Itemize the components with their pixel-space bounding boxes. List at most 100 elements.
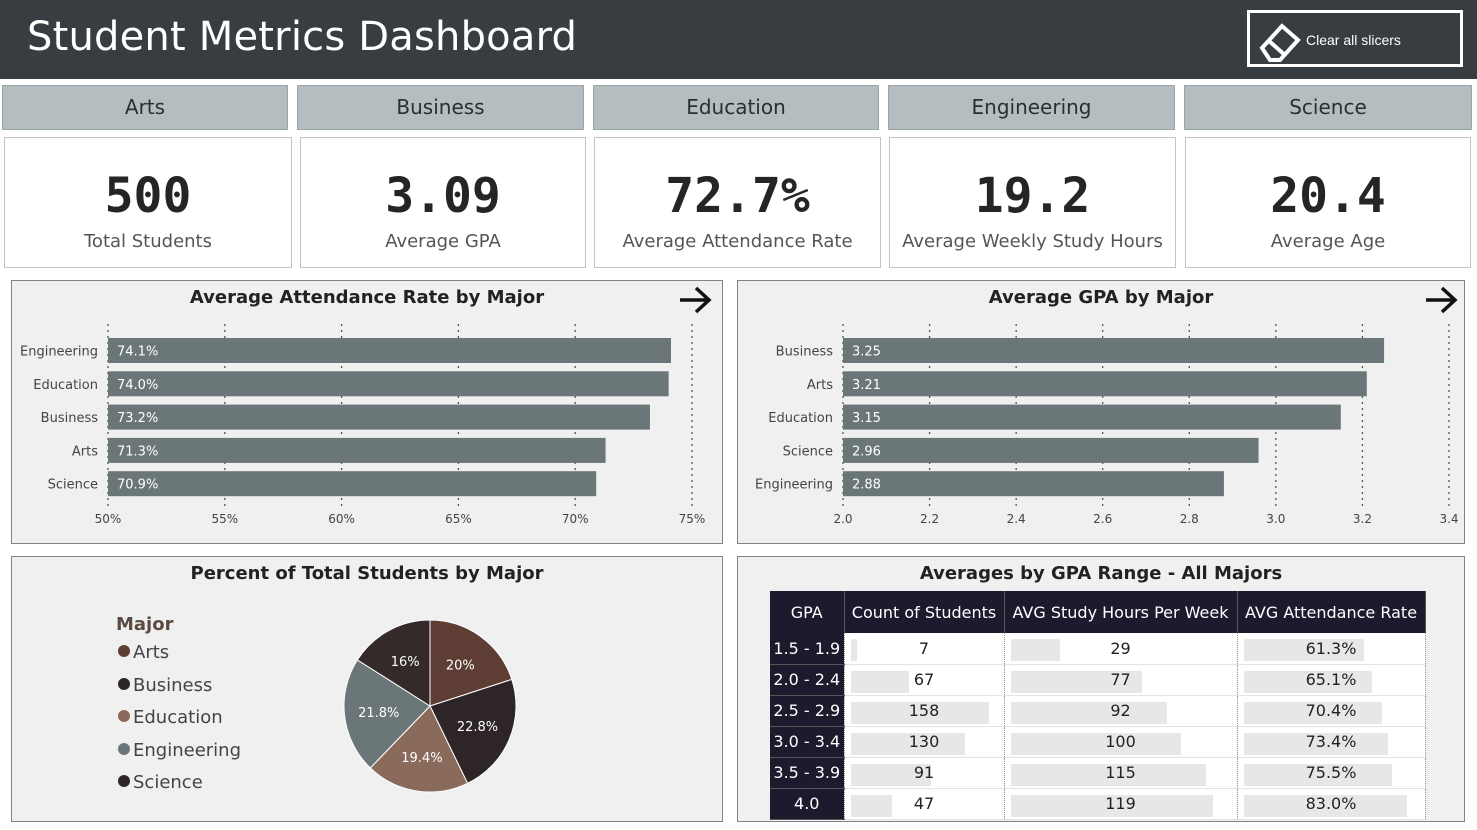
category-label: Education [768,411,833,426]
legend-dot [118,743,130,755]
category-label: Engineering [755,478,833,493]
slicer-education[interactable]: Education [593,85,879,130]
cell-data-bar [1010,639,1060,661]
legend-dot [118,710,130,722]
page-title: Student Metrics Dashboard [27,14,578,60]
legend-item-engineering[interactable]: Engineering [118,740,241,761]
x-tick-label: 65% [445,512,472,526]
attendance-bar-chart: 50% 55% 60% 65% 70% 75% 74.1% Engineering 74.0% E… [20,324,705,526]
data-label: 70.9% [117,478,158,493]
drill-arrow-icon[interactable] [678,285,712,315]
kpi-value: 72.7% [665,168,810,224]
cell-count: 91 [844,757,1005,789]
chart-title: Average GPA by Major [988,287,1214,308]
header-bar: Student Metrics Dashboard Clear all slic… [0,0,1477,79]
cell-text: 3.0 - 3.4 [773,732,841,751]
slice-label: 19.4% [401,751,442,766]
cell-text: 75.5% [1305,763,1357,782]
slice-label: 21.8% [358,706,399,721]
cell-text: 4.0 [794,794,820,813]
cell-data-bar [1010,670,1142,693]
cell-text: 65.1% [1305,670,1357,689]
slice-label: 22.8% [457,720,498,735]
cell-data-bar [1243,794,1407,817]
legend-label: Business [133,675,213,696]
table-row[interactable]: 2.0 - 2.4 67 77 65.1% [770,664,1426,696]
table-row[interactable]: 3.0 - 3.4 130 100 73.4% [770,726,1426,758]
cell-attendance: 83.0% [1237,788,1426,820]
category-label: Business [41,411,99,426]
legend-label: Science [133,772,203,793]
x-tick-label: 70% [562,512,589,526]
cell-text: 77 [1110,670,1131,689]
cell-attendance: 61.3% [1237,633,1426,665]
bar [843,471,1224,497]
kpi-card-average-age: 20.4 Average Age [1185,137,1471,268]
table-row[interactable]: 4.0 47 119 83.0% [770,788,1426,820]
data-label: 73.2% [117,411,158,426]
kpi-label: Average Attendance Rate [622,231,853,252]
bar [108,404,650,430]
legend-item-science[interactable]: Science [118,772,203,793]
x-tick-label: 2.8 [1180,512,1199,526]
legend-item-education[interactable]: Education [118,707,223,728]
kpi-label: Average Weekly Study Hours [902,231,1163,252]
kpi-label: Average Age [1270,231,1386,252]
slicer-business[interactable]: Business [297,85,584,130]
column-header-count[interactable]: Count of Students [844,591,1005,633]
x-tick-label: 55% [211,512,238,526]
legend-item-arts[interactable]: Arts [118,642,169,663]
table-row[interactable]: 2.5 - 2.9 158 92 70.4% [770,695,1426,727]
cell-data-bar [850,794,892,817]
cell-data-bar [850,701,990,724]
column-header-study-hours[interactable]: AVG Study Hours Per Week [1004,591,1238,633]
legend-title: Major [116,614,174,635]
cell-data-bar [1010,763,1207,786]
category-label: Science [48,478,98,493]
gpa-range-table: GPA Count of Students AVG Study Hours Pe… [770,591,1426,820]
pie-slice [429,619,513,707]
slicer-engineering[interactable]: Engineering [888,85,1175,130]
kpi-card-average-attendance: 72.7% Average Attendance Rate [594,137,881,268]
bar [108,338,671,363]
cell-gpa: 3.5 - 3.9 [770,757,845,789]
drill-arrow-icon[interactable] [1424,285,1458,315]
pie-slice [356,619,431,707]
data-label: 3.21 [852,378,881,393]
table-row[interactable]: 3.5 - 3.9 91 115 75.5% [770,757,1426,789]
cell-count: 130 [844,726,1005,758]
slicer-science[interactable]: Science [1184,85,1472,130]
category-label: Arts [72,444,98,459]
legend-item-business[interactable]: Business [118,675,212,696]
cell-gpa: 3.0 - 3.4 [770,726,845,758]
pie-slice [429,678,517,785]
cell-count: 67 [844,664,1005,696]
bar [108,437,606,463]
gpa-range-table-panel: Averages by GPA Range - All Majors GPA C… [737,556,1465,822]
cell-text: 92 [1110,701,1131,720]
cell-text: 70.4% [1305,701,1357,720]
column-header-attendance[interactable]: AVG Attendance Rate [1237,591,1426,633]
table-row[interactable]: 1.5 - 1.9 7 29 61.3% [770,633,1426,665]
column-header-gpa[interactable]: GPA [770,591,845,633]
cell-hours: 115 [1004,757,1238,789]
category-label: Engineering [20,345,98,360]
pie-slice [343,659,431,769]
kpi-card-average-gpa: 3.09 Average GPA [300,137,586,268]
slicer-arts[interactable]: Arts [2,85,288,130]
kpi-card-total-students: 500 Total Students [4,137,292,268]
data-label: 2.88 [852,478,881,493]
cell-gpa: 2.5 - 2.9 [770,695,845,727]
cell-data-bar [1243,701,1383,724]
cell-text: 119 [1105,794,1136,813]
legend-label: Arts [133,642,170,663]
clear-all-slicers-button[interactable]: Clear all slicers [1247,10,1463,67]
legend-dot [118,678,130,690]
gpa-chart-panel: Average GPA by Major 2.0 2.2 2.4 2.6 2.8 3.0 3… [737,280,1465,544]
slice-label: 20% [446,658,475,673]
bar [108,371,669,397]
cell-text: 83.0% [1305,794,1357,813]
bar [843,338,1385,363]
x-tick-label: 2.0 [833,512,852,526]
